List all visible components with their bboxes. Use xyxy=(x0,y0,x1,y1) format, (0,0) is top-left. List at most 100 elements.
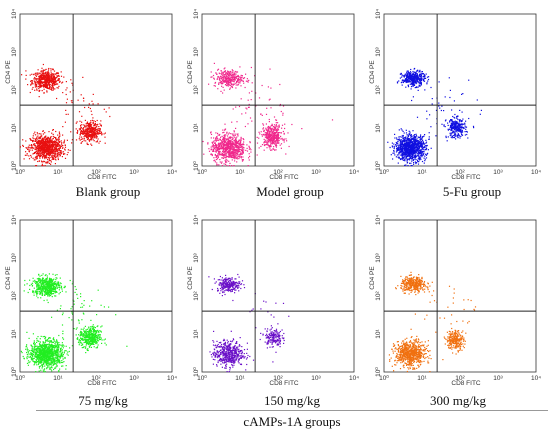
event-dot xyxy=(226,159,227,160)
event-dot xyxy=(410,71,411,72)
event-dot xyxy=(49,163,50,164)
event-dot xyxy=(237,80,238,81)
event-dot xyxy=(225,140,226,141)
event-dot xyxy=(44,150,45,151)
event-dot xyxy=(412,136,413,137)
event-dot xyxy=(46,151,47,152)
event-dot xyxy=(402,130,403,131)
event-dot xyxy=(234,137,235,138)
event-dot xyxy=(269,132,270,133)
event-dot xyxy=(55,153,56,154)
event-dot xyxy=(207,142,208,143)
event-dot xyxy=(400,74,401,75)
event-dot xyxy=(457,131,458,132)
event-dot xyxy=(32,137,33,138)
event-dot xyxy=(215,82,216,83)
event-dot xyxy=(407,165,408,166)
event-dot xyxy=(408,144,409,145)
event-dot xyxy=(65,158,66,159)
event-dot xyxy=(30,81,31,82)
event-dot xyxy=(79,111,80,112)
event-dot xyxy=(45,139,46,140)
event-dot xyxy=(232,143,233,144)
event-dot xyxy=(467,137,468,138)
event-dot xyxy=(408,78,409,79)
event-dot xyxy=(94,137,95,138)
event-dot xyxy=(402,79,403,80)
event-dot xyxy=(29,150,30,151)
event-dot xyxy=(46,78,47,79)
event-dot xyxy=(237,141,238,142)
event-dot xyxy=(43,64,44,65)
event-dot xyxy=(394,137,395,138)
event-dot xyxy=(90,123,91,124)
event-dot xyxy=(228,78,229,79)
event-dot xyxy=(400,142,401,143)
event-dot xyxy=(240,85,241,86)
event-dot xyxy=(416,134,417,135)
event-dot xyxy=(419,80,420,81)
event-dot xyxy=(397,82,398,83)
event-dot xyxy=(224,142,225,143)
event-dot xyxy=(400,148,401,149)
event-dot xyxy=(34,143,35,144)
event-dot xyxy=(61,71,62,72)
event-dot xyxy=(420,153,421,154)
y-tick-label: 10² xyxy=(11,84,18,94)
event-dot xyxy=(407,139,408,140)
event-dot xyxy=(272,135,273,136)
event-dot xyxy=(268,139,269,140)
event-dot xyxy=(234,151,235,152)
event-dot xyxy=(393,144,394,145)
event-dot xyxy=(64,153,65,154)
event-dot xyxy=(262,136,263,137)
event-dot xyxy=(257,143,258,144)
event-dot xyxy=(409,74,410,75)
event-dot xyxy=(219,151,220,152)
event-dot xyxy=(32,83,33,84)
event-dot xyxy=(66,94,67,95)
event-dot xyxy=(46,90,47,91)
event-dot xyxy=(100,120,101,121)
event-dot xyxy=(415,80,416,81)
event-dot xyxy=(80,126,81,127)
event-dot xyxy=(65,145,66,146)
event-dot xyxy=(31,157,32,158)
event-dot xyxy=(57,144,58,145)
event-dot xyxy=(81,116,82,117)
event-dot xyxy=(80,128,81,129)
event-dot xyxy=(240,151,241,152)
event-dot xyxy=(94,127,95,128)
event-dot xyxy=(404,137,405,138)
event-dot xyxy=(410,69,411,70)
event-dot xyxy=(279,140,280,141)
event-dot xyxy=(48,70,49,71)
event-dot xyxy=(92,129,93,130)
event-dot xyxy=(53,141,54,142)
event-dot xyxy=(234,79,235,80)
event-dot xyxy=(213,78,214,79)
event-dot xyxy=(426,148,427,149)
event-dot xyxy=(420,140,421,141)
event-dot xyxy=(268,137,269,138)
event-dot xyxy=(76,123,77,124)
event-dot xyxy=(413,74,414,75)
event-dot xyxy=(79,138,80,139)
event-dot xyxy=(71,100,72,101)
event-dot xyxy=(50,146,51,147)
event-dot xyxy=(241,137,242,138)
event-dot xyxy=(422,146,423,147)
event-dot xyxy=(208,84,209,85)
event-dot xyxy=(222,130,223,131)
event-dot xyxy=(36,78,37,79)
event-dot xyxy=(242,161,243,162)
y-tick-label: 10² xyxy=(193,84,200,94)
event-dot xyxy=(109,107,110,108)
event-dot xyxy=(281,111,282,112)
event-dot xyxy=(235,135,236,136)
event-dot xyxy=(238,150,239,151)
event-dot xyxy=(36,141,37,142)
event-dot xyxy=(394,154,395,155)
event-dot xyxy=(45,87,46,88)
